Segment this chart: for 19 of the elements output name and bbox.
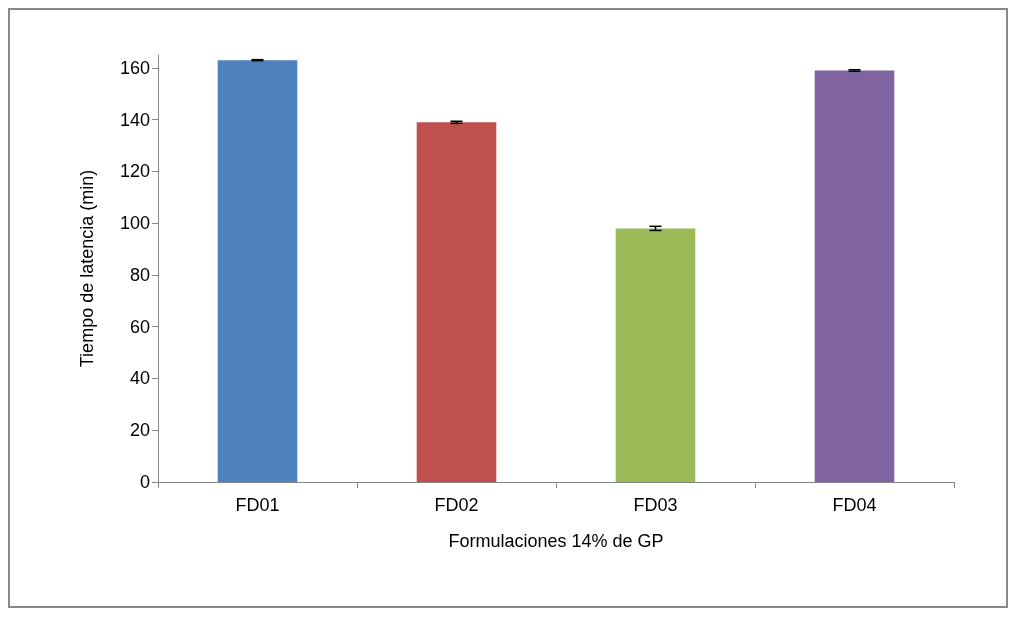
y-tick-label: 160 [119,57,150,78]
y-tick-label: 80 [129,264,150,285]
y-tick-label: 60 [129,316,150,337]
x-tick-label: FD04 [832,495,877,515]
y-tick-label: 20 [129,420,150,441]
x-tick-label: FD01 [235,495,280,515]
bar [615,228,696,482]
x-tick-label: FD03 [633,495,678,515]
x-tick-label: FD02 [434,495,479,515]
bar [814,70,895,482]
y-tick-label: 40 [129,368,150,389]
y-axis-title: Tiempo de latencia (min) [77,169,97,368]
bar [416,122,497,482]
bar [217,60,298,482]
y-tick-label: 120 [119,161,150,182]
y-tick-label: 0 [139,472,150,492]
y-tick-label: 100 [119,213,150,234]
y-tick-label: 140 [119,109,150,130]
x-axis-title: Formulaciones 14% de GP [448,531,664,551]
